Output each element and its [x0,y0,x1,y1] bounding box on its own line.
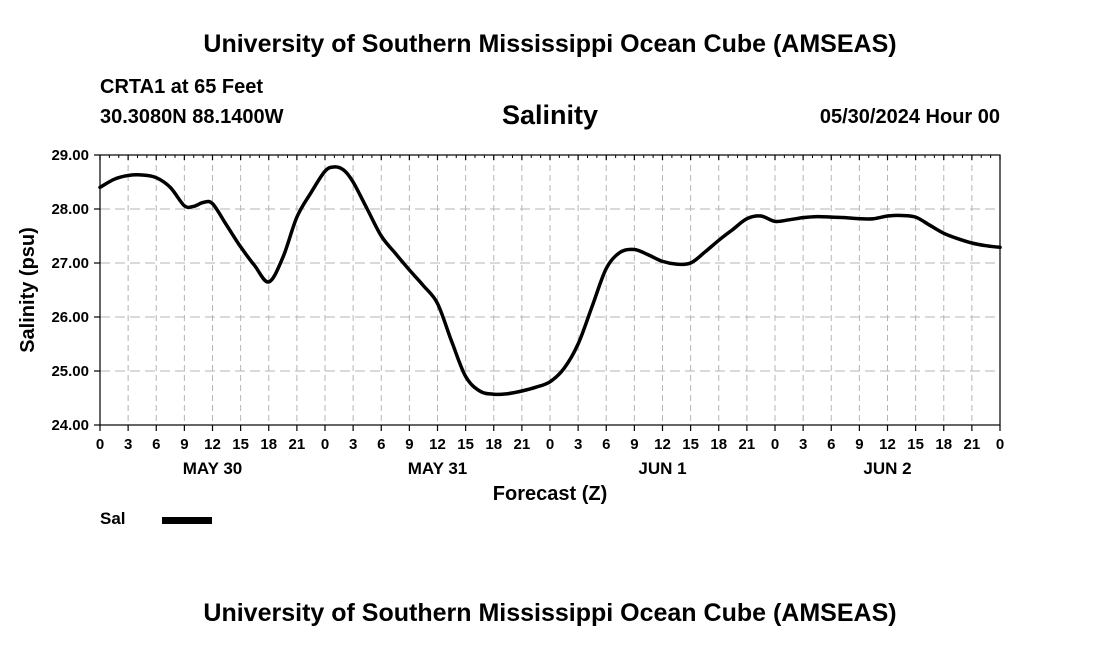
day-label: JUN 1 [638,459,686,478]
x-tick-label: 3 [124,436,132,453]
x-tick-label: 6 [827,436,835,453]
axis-tick-labels: 0 3 6 9 12 15 18 21 0 3 6 9 12 15 18 21 0 3 6 9 12 15 18 21 0 3 6 9… [51,147,1004,478]
day-label: MAY 30 [183,459,243,478]
axis-ticks [94,154,1001,431]
x-tick-label: 15 [457,436,474,453]
x-axis-label: Forecast (Z) [493,483,607,505]
x-tick-label: 6 [152,436,160,453]
x-tick-label: 3 [349,436,357,453]
x-tick-label: 3 [799,436,807,453]
x-tick-label: 3 [574,436,582,453]
x-tick-label: 6 [377,436,385,453]
y-tick-label: 24.00 [51,417,89,434]
station-label: CRTA1 at 65 Feet [100,76,264,98]
page-title: University of Southern Mississippi Ocean… [203,30,897,58]
x-tick-label: 9 [855,436,863,453]
x-tick-label: 15 [682,436,699,453]
x-tick-label: 21 [964,436,981,453]
plot-frame [99,154,1001,426]
day-label: JUN 2 [863,459,911,478]
y-tick-label: 29.00 [51,147,89,164]
series-line-sal [98,165,1002,397]
x-tick-label: 9 [405,436,413,453]
legend-label: Sal [100,509,126,528]
x-tick-label: 21 [739,436,756,453]
x-tick-label: 18 [260,436,277,453]
x-tick-label: 12 [204,436,221,453]
y-tick-label: 26.00 [51,309,89,326]
issue-time-label: 05/30/2024 Hour 00 [819,106,1000,128]
y-tick-label: 25.00 [51,363,89,380]
x-tick-label: 12 [879,436,896,453]
day-label: MAY 31 [408,459,468,478]
x-tick-label: 0 [546,436,554,453]
y-tick-label: 27.00 [51,255,89,272]
y-axis-label: Salinity (psu) [17,227,39,353]
x-tick-label: 9 [180,436,188,453]
x-tick-label: 12 [429,436,446,453]
x-tick-label: 18 [710,436,727,453]
x-tick-label: 0 [321,436,329,453]
x-tick-label: 12 [654,436,671,453]
x-tick-label: 15 [907,436,924,453]
x-tick-label: 9 [630,436,638,453]
x-tick-label: 0 [996,436,1004,453]
footer-title: University of Southern Mississippi Ocean… [203,599,897,627]
x-tick-label: 18 [485,436,502,453]
y-tick-label: 28.00 [51,201,89,218]
x-tick-label: 18 [935,436,952,453]
x-tick-label: 15 [232,436,249,453]
x-tick-label: 21 [514,436,531,453]
x-tick-label: 21 [289,436,306,453]
x-tick-label: 0 [771,436,779,453]
chart-title: Salinity [501,100,599,130]
x-tick-label: 6 [602,436,610,453]
grid-lines [100,155,1000,425]
coordinates-label: 30.3080N 88.1400W [100,106,284,128]
x-tick-label: 0 [96,436,104,453]
legend-swatch [162,517,212,524]
